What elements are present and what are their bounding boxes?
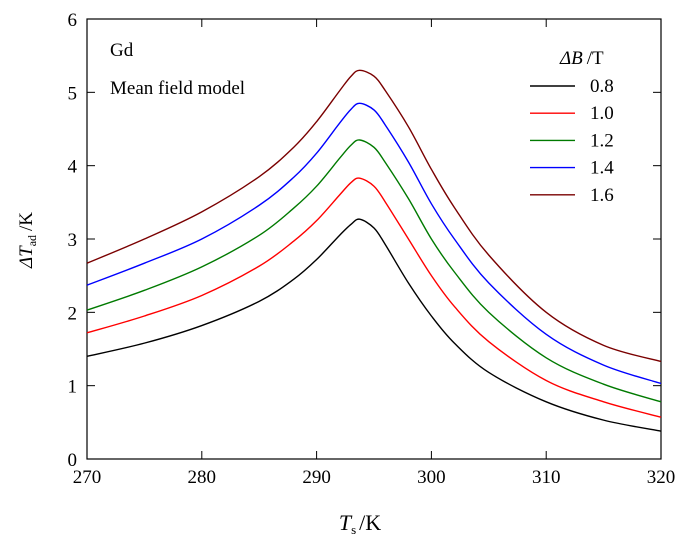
y-tick-label: 4 xyxy=(68,157,78,178)
y-axis-label: ΔTad/K xyxy=(16,212,39,269)
annotation: Gd xyxy=(110,40,134,61)
legend-title-unit: /T xyxy=(587,48,604,69)
series-line xyxy=(86,102,662,385)
series-line xyxy=(86,177,662,418)
legend-label: 0.8 xyxy=(590,76,614,97)
y-label-subscript: ad xyxy=(25,235,39,246)
x-tick-label: 280 xyxy=(188,467,217,488)
series-line xyxy=(86,139,662,403)
y-label-symbol: ΔT xyxy=(16,245,37,269)
x-label-subscript: s xyxy=(351,522,356,537)
y-tick-label: 1 xyxy=(68,377,78,398)
y-tick-label: 6 xyxy=(68,10,78,31)
legend-label: 1.2 xyxy=(590,130,614,151)
annotation: Mean field model xyxy=(110,78,245,99)
x-tick-label: 300 xyxy=(417,467,446,488)
legend-label: 1.6 xyxy=(590,185,614,206)
series-line xyxy=(86,218,662,432)
y-tick-label: 3 xyxy=(68,230,78,251)
legend-label: 1.0 xyxy=(590,103,614,124)
x-label-symbol: T xyxy=(339,510,353,535)
x-tick-label: 320 xyxy=(647,467,676,488)
legend-label: 1.4 xyxy=(590,158,614,179)
x-tick-label: 310 xyxy=(532,467,561,488)
legend-title: ΔB/T xyxy=(559,48,604,69)
y-tick-label: 2 xyxy=(68,303,78,324)
x-axis-label: Ts/K xyxy=(339,510,381,537)
legend-title-symbol: ΔB xyxy=(559,48,583,69)
y-label-unit: /K xyxy=(16,212,37,231)
x-label-unit: /K xyxy=(359,510,381,535)
x-tick-label: 290 xyxy=(302,467,331,488)
x-tick-label: 270 xyxy=(73,467,102,488)
y-tick-label: 5 xyxy=(68,83,78,104)
series-line xyxy=(86,69,662,363)
y-tick-label: 0 xyxy=(68,450,78,471)
